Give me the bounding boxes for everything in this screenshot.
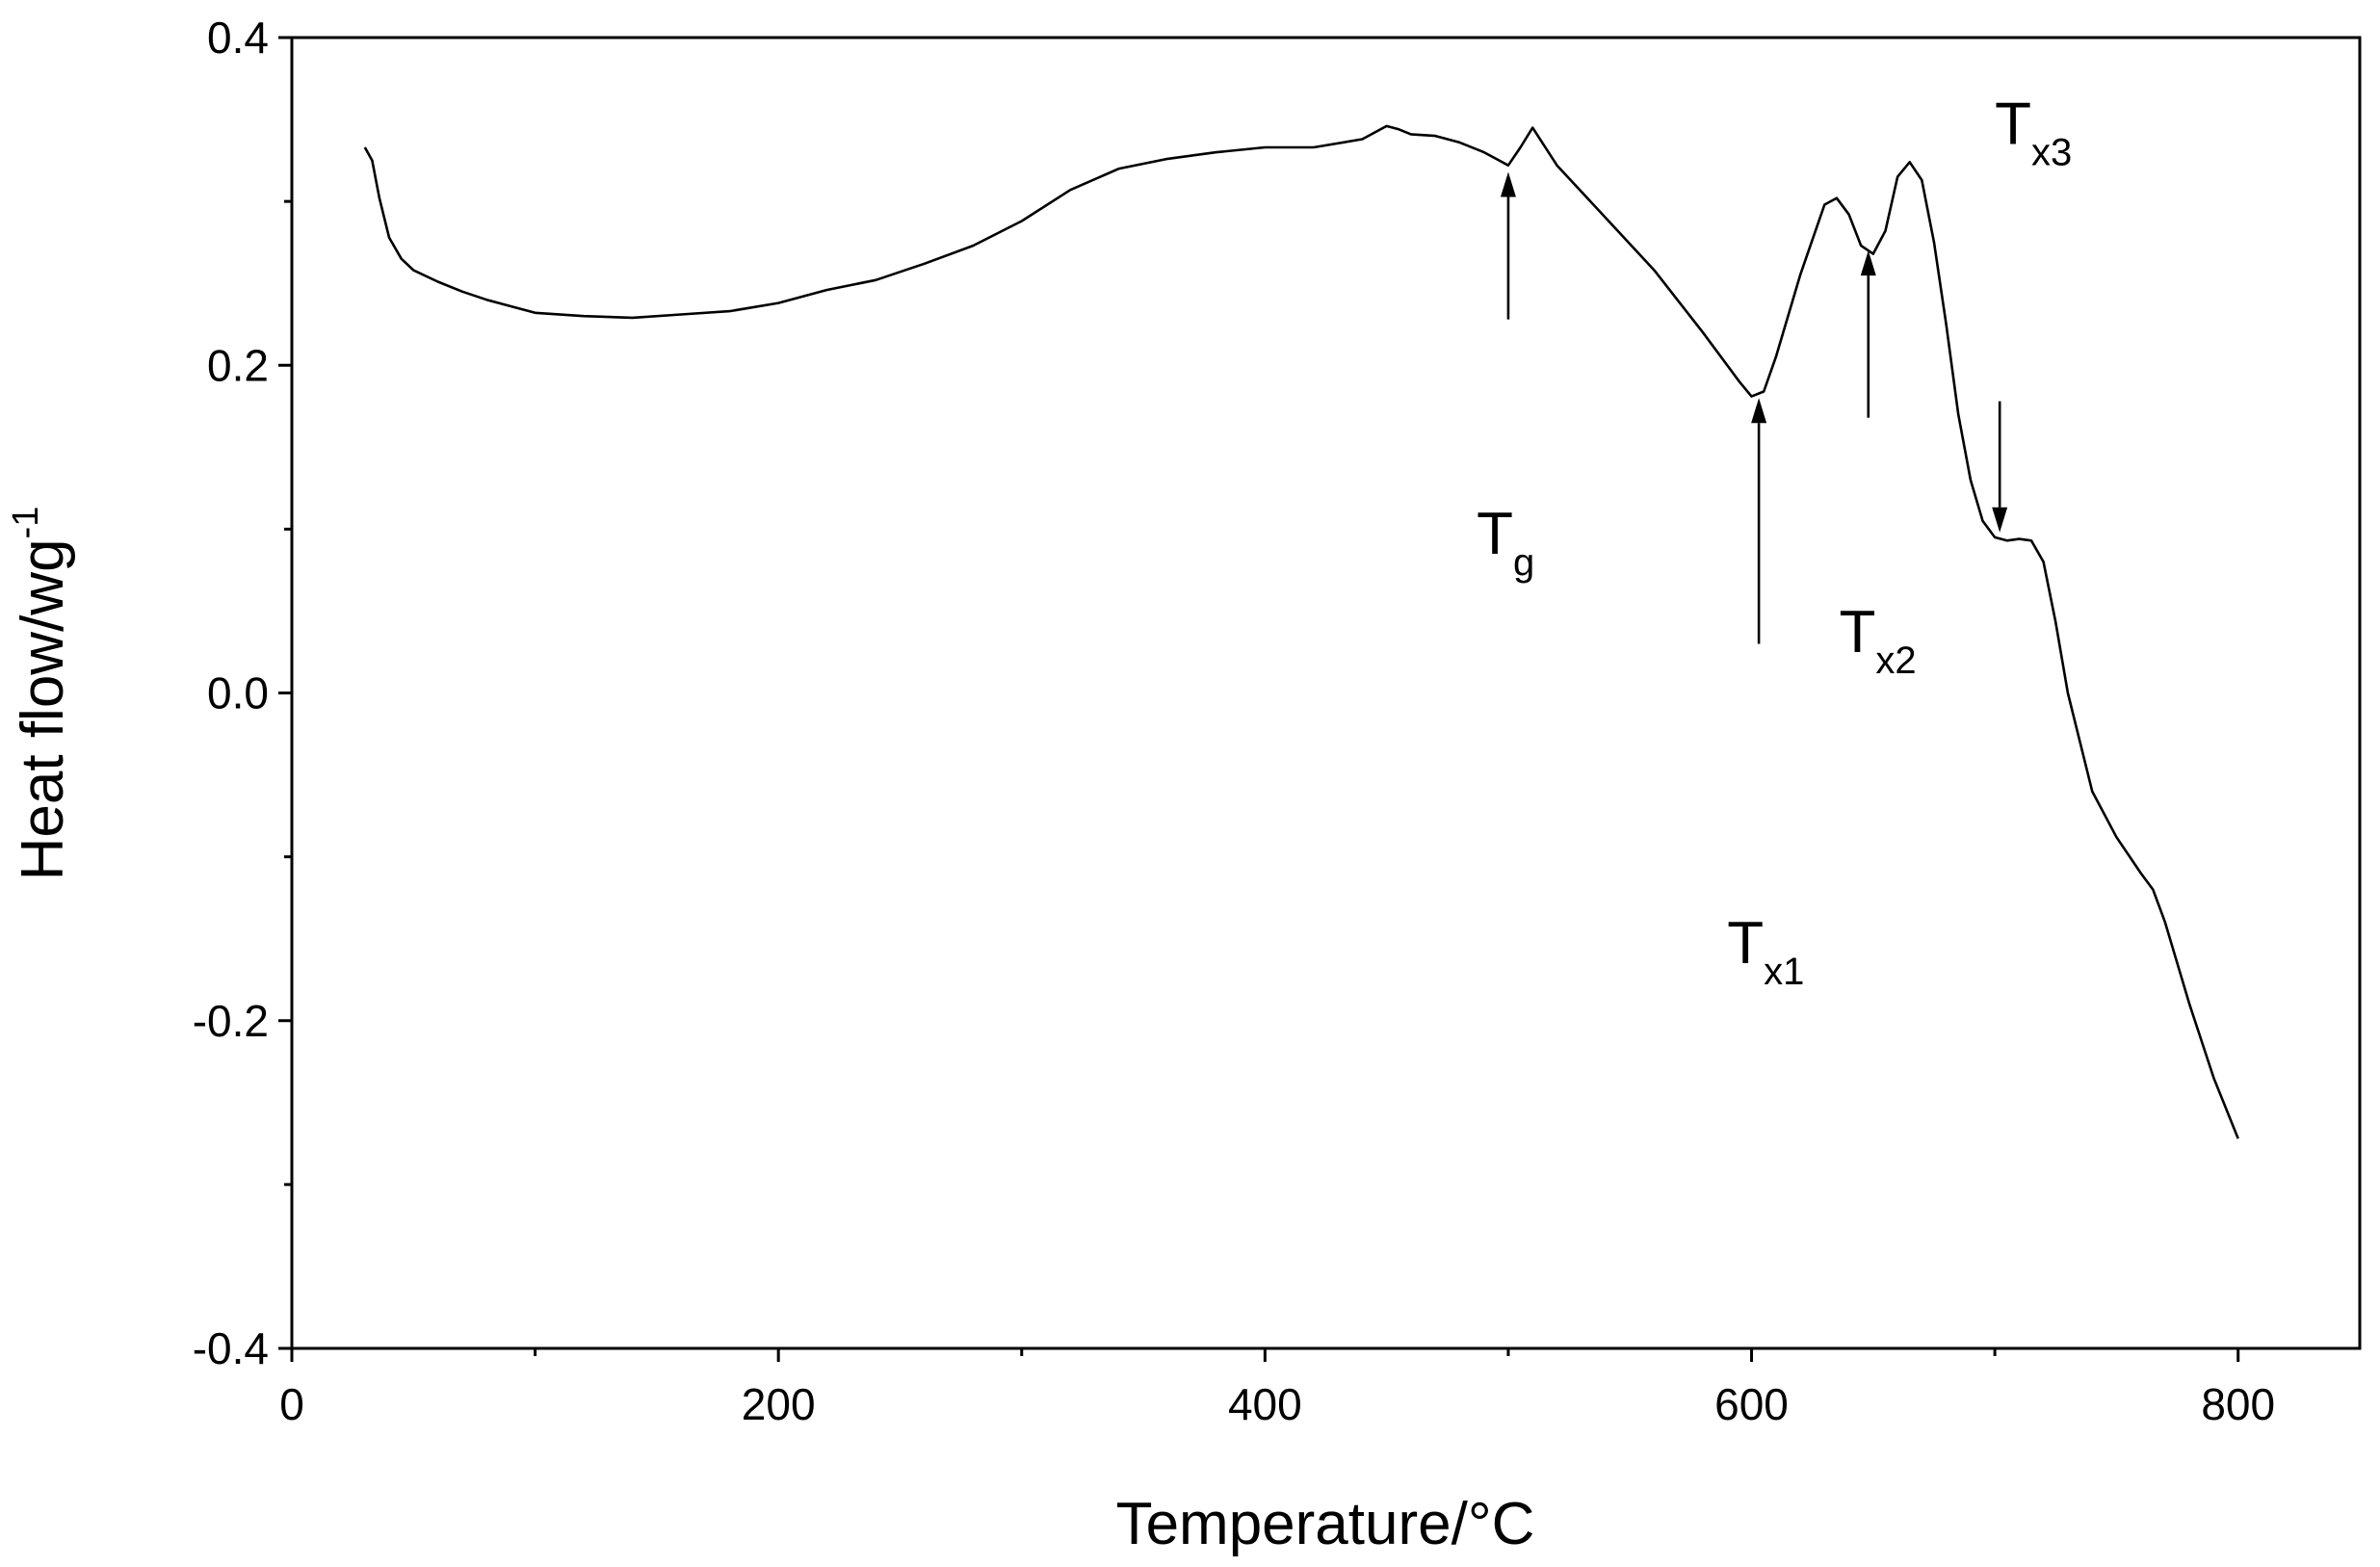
annotation-x2: Tx2: [1839, 250, 1917, 682]
y-tick-label: -0.2: [193, 996, 269, 1046]
annotation-label: Tg: [1477, 501, 1534, 584]
x-tick-label: 600: [1714, 1379, 1789, 1429]
y-tick-label: 0.4: [207, 13, 269, 63]
y-axis-title-sup: -1: [6, 507, 46, 539]
svg-text:Heat flow/wg-1: Heat flow/wg-1: [6, 507, 76, 881]
series-line: [363, 124, 2239, 1139]
annotations: Tg Tx1 Tx2 Tx3: [1477, 91, 2072, 994]
x-axis-title: Temperature/°C: [1116, 1491, 1535, 1557]
annotation-g: Tg: [1477, 171, 1534, 584]
y-tick-label: 0.2: [207, 340, 269, 390]
x-tick-label: 0: [279, 1379, 304, 1429]
annotation-arrowhead: [1751, 398, 1767, 424]
annotation-arrowhead: [1992, 507, 2008, 533]
annotation-label: Tx1: [1727, 910, 1804, 993]
y-axis-title-main: Heat flow/wg: [10, 538, 76, 880]
y-tick-label: -0.4: [193, 1323, 269, 1373]
y-axis-title: Heat flow/wg-1: [6, 507, 76, 881]
axis-ticks: [278, 36, 2240, 1362]
x-tick-label: 800: [2201, 1379, 2275, 1429]
annotation-x3: Tx3: [1992, 91, 2072, 533]
annotation-x1: Tx1: [1727, 398, 1804, 993]
annotation-label: Tx3: [1995, 91, 2072, 174]
plot-frame: [290, 36, 2362, 1350]
annotation-label: Tx2: [1839, 599, 1916, 682]
axis-tick-labels: 0 200 400 600 800 0.4 0.2 0.0 -0.2 -0.4: [193, 13, 2275, 1429]
x-tick-label: 200: [742, 1379, 816, 1429]
x-tick-label: 400: [1228, 1379, 1302, 1429]
annotation-arrowhead: [1500, 171, 1516, 197]
annotation-arrowhead: [1860, 250, 1876, 276]
y-tick-label: 0.0: [207, 668, 269, 718]
